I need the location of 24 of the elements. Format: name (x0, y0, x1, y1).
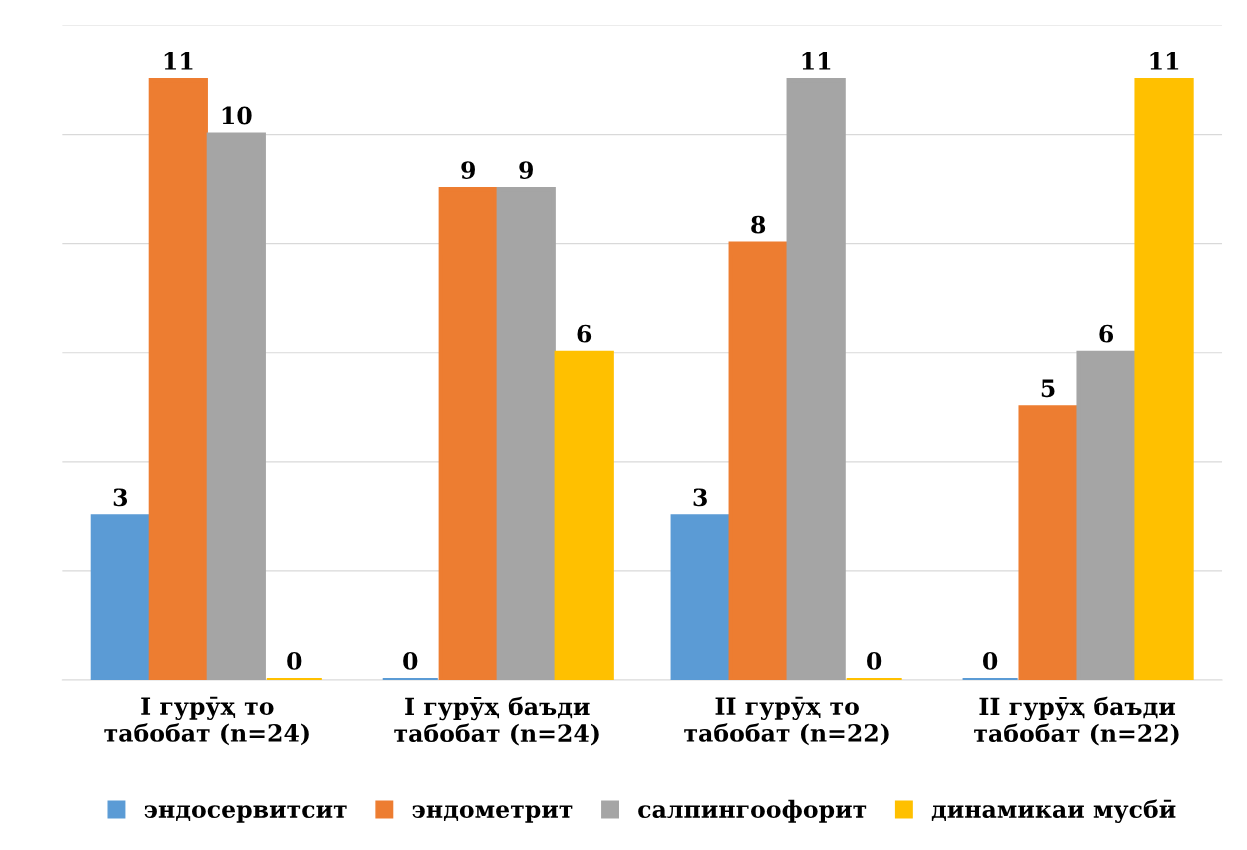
legend-label: динамикаи мусбӣ (931, 799, 1176, 823)
x-tick-label: II гурӯҳ то табобат (n=22) (684, 696, 889, 746)
data-label: 11 (164, 52, 193, 70)
data-label: 9 (461, 161, 475, 179)
data-label: 9 (519, 161, 533, 179)
data-label: 0 (287, 652, 302, 670)
data-label: 6 (577, 324, 592, 343)
legend-label: салпингоофорит (638, 799, 867, 823)
data-label: 5 (1041, 379, 1055, 398)
x-tick-label: I гурӯҳ баъди табобат (n=24) (394, 696, 599, 746)
data-label: 11 (802, 52, 831, 70)
data-label: 10 (222, 106, 252, 125)
data-label: 0 (983, 652, 998, 670)
data-label: 0 (403, 652, 418, 670)
legend-label: эндосервитсит (144, 805, 347, 823)
data-label: 6 (1099, 324, 1114, 343)
data-label: 0 (867, 652, 882, 670)
x-tick-label: II гурӯҳ баъди табобат (n=22) (974, 696, 1179, 746)
data-label: 3 (113, 488, 128, 507)
data-label: 8 (751, 215, 766, 234)
data-label: 11 (1150, 52, 1179, 70)
legend-label: эндометрит (412, 805, 573, 823)
data-label: 3 (693, 488, 707, 507)
x-tick-label: I гурӯҳ то табобат (n=24) (104, 696, 309, 746)
